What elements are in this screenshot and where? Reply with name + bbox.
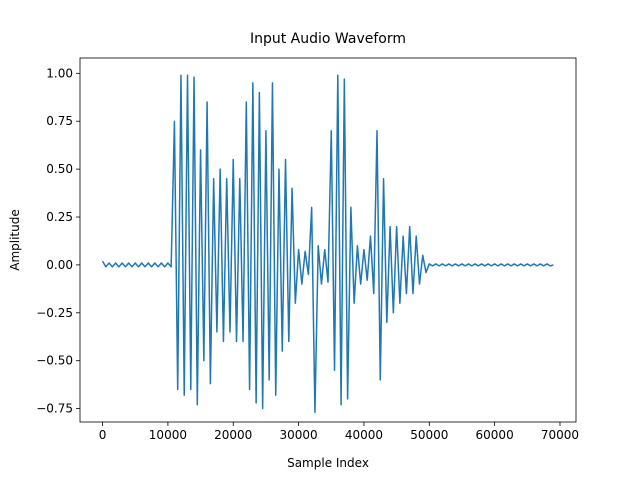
y-tick-label: 0.00	[46, 258, 73, 272]
y-tick-label: 0.50	[46, 162, 73, 176]
chart-title: Input Audio Waveform	[250, 31, 406, 47]
y-tick-label: −0.25	[36, 306, 73, 320]
x-tick-label: 0	[99, 428, 107, 442]
waveform-line	[101, 74, 554, 414]
y-tick-label: −0.50	[36, 354, 73, 368]
x-tick-label: 10000	[149, 428, 187, 442]
y-tick-label: −0.75	[36, 402, 73, 416]
x-tick-label: 60000	[476, 428, 514, 442]
plot-frame	[79, 57, 577, 423]
y-axis-label: Amplitude	[8, 209, 22, 271]
x-tick-label: 40000	[345, 428, 383, 442]
x-tick-label: 20000	[214, 428, 252, 442]
y-tick-label: 1.00	[46, 66, 73, 80]
x-axis-label: Sample Index	[287, 456, 369, 470]
x-tick-label: 70000	[541, 428, 579, 442]
y-tick-label: 0.25	[46, 210, 73, 224]
x-tick-label: 30000	[279, 428, 317, 442]
y-tick-label: 0.75	[46, 114, 73, 128]
x-tick-label: 50000	[410, 428, 448, 442]
